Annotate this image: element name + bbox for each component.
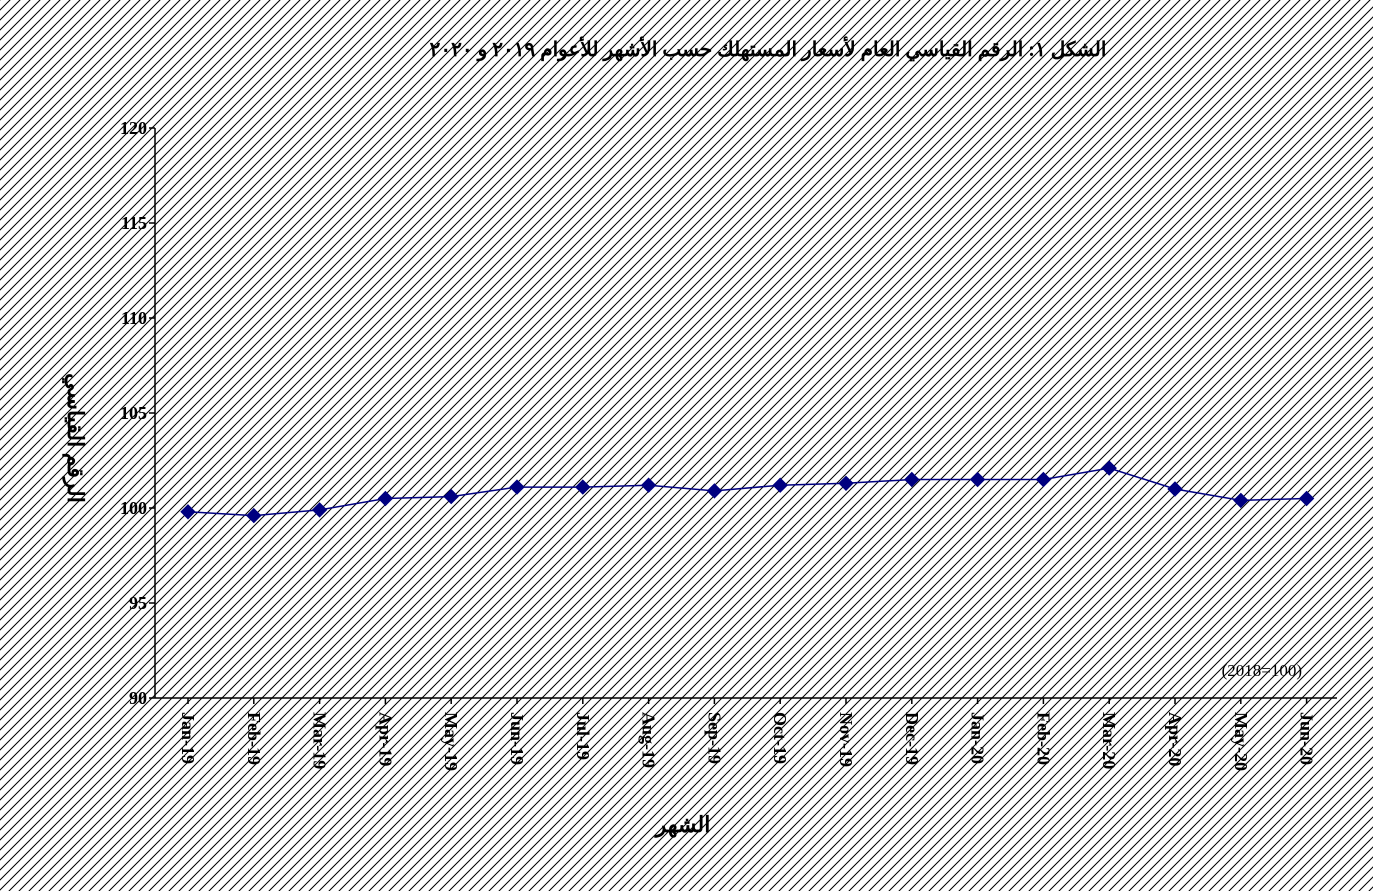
- data-point-marker: [838, 475, 854, 492]
- x-axis-ticks: Jan-19 Feb-19 Mar-19 Apr-19 May-19 Jun-19 Jul-…: [178, 698, 1317, 771]
- y-tick-label: 90: [129, 688, 147, 708]
- x-tick-label: Nov-19: [836, 712, 856, 767]
- y-tick-label: 115: [121, 213, 147, 233]
- x-tick-label: Mar-20: [1099, 712, 1119, 769]
- x-tick-label: Apr-20: [1165, 712, 1185, 766]
- series-group: [180, 460, 1315, 524]
- data-point-marker: [575, 479, 591, 495]
- y-axis-ticks: 90 95 100 105 110 115 120: [120, 118, 155, 708]
- base-year-note: (2018=100): [1222, 661, 1302, 680]
- y-tick-label: 105: [120, 403, 147, 423]
- y-tick-label: 95: [129, 593, 147, 613]
- x-tick-label: Feb-20: [1033, 712, 1053, 765]
- y-tick-label: 120: [120, 118, 147, 138]
- data-point-marker: [443, 488, 459, 505]
- x-tick-label: Apr-19: [375, 712, 395, 766]
- x-tick-label: Jun-19: [507, 712, 527, 765]
- x-tick-label: May-20: [1231, 712, 1251, 771]
- data-point-marker: [1167, 481, 1183, 497]
- y-axis-title: الرقم القياسي: [62, 373, 88, 503]
- data-point-marker: [969, 471, 986, 488]
- data-point-marker: [706, 483, 723, 499]
- data-point-marker: [180, 504, 196, 520]
- data-point-marker: [1101, 460, 1117, 476]
- data-point-marker: [904, 471, 920, 488]
- data-point-marker: [772, 477, 788, 493]
- data-point-marker: [1035, 471, 1052, 488]
- data-point-marker: [1233, 492, 1249, 509]
- data-point-marker: [377, 490, 394, 507]
- x-tick-label: Jul-19: [573, 712, 593, 760]
- data-point-marker: [311, 502, 328, 518]
- x-tick-label: Jan-20: [968, 712, 988, 764]
- data-point-marker: [246, 507, 262, 524]
- chart-title: الشكل ١: الرقم القياسي العام لأسعار المس…: [430, 36, 1107, 62]
- data-point-marker: [509, 479, 525, 495]
- x-tick-label: Jun-20: [1297, 712, 1317, 765]
- x-tick-label: Jan-19: [178, 712, 198, 764]
- series-line: [187, 467, 1307, 517]
- y-tick-label: 100: [120, 498, 147, 518]
- x-tick-label: Sep-19: [704, 712, 724, 764]
- axes: [154, 128, 1337, 699]
- data-point-marker: [1298, 490, 1315, 507]
- x-tick-label: Feb-19: [244, 712, 264, 765]
- plot-area: [155, 128, 1337, 698]
- x-tick-label: May-19: [441, 712, 461, 771]
- y-tick-label: 110: [121, 308, 147, 328]
- data-point-marker: [640, 477, 657, 493]
- x-tick-label: Dec-19: [902, 712, 922, 765]
- x-axis-title: الشهر: [654, 812, 711, 838]
- x-tick-label: Mar-19: [310, 712, 330, 769]
- x-tick-label: Oct-19: [770, 712, 790, 764]
- x-tick-label: Aug-19: [639, 712, 659, 768]
